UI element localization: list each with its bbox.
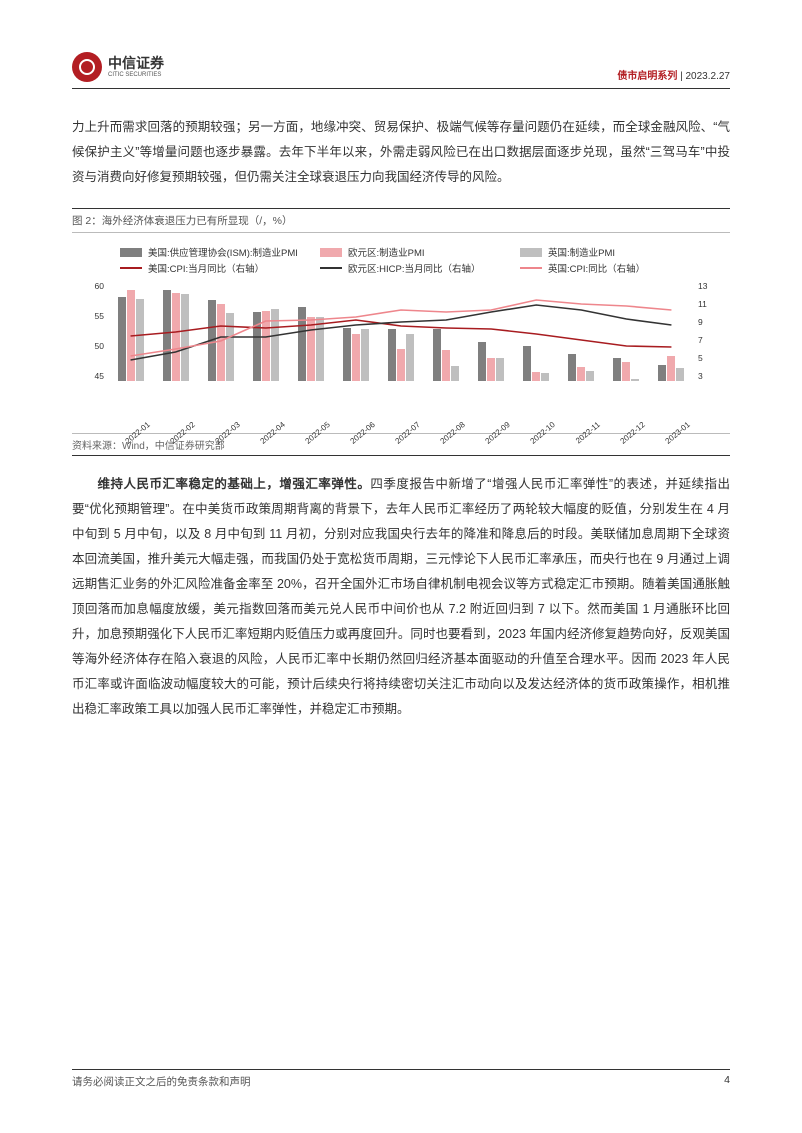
footer-disclaimer: 请务必阅读正文之后的免责条款和声明 [72, 1074, 251, 1089]
chart-canvas: 美国:供应管理协会(ISM):制造业PMI 欧元区:制造业PMI 英国:制造业PMI… [72, 233, 730, 433]
legend-item: 美国:CPI:当月同比（右轴） [120, 261, 300, 275]
y-axis-left: 60555045 [86, 281, 104, 381]
report-date: 2023.2.27 [686, 71, 731, 82]
page-footer: 请务必阅读正文之后的免责条款和声明 4 [72, 1069, 730, 1089]
y-axis-right: 13119753 [698, 281, 716, 381]
plot-area: 60555045 13119753 2022-012022-022022-032… [108, 281, 694, 401]
figure-title: 图 2：海外经济体衰退压力已有所显现（/，%） [72, 208, 730, 233]
figure-2: 图 2：海外经济体衰退压力已有所显现（/，%） 美国:供应管理协会(ISM):制… [72, 208, 730, 456]
company-logo: 中信证券 CITIC SECURITIES [72, 52, 164, 82]
lines-layer [108, 281, 694, 381]
paragraph-1: 力上升而需求回落的预期较强；另一方面，地缘冲突、贸易保护、极端气候等存量问题仍在… [72, 115, 730, 190]
header-meta: 债市启明系列 | 2023.2.27 [617, 67, 730, 82]
report-series: 债市启明系列 [617, 71, 677, 82]
paragraph-2-lead: 维持人民币汇率稳定的基础上，增强汇率弹性。 [97, 477, 370, 491]
company-name-en: CITIC SECURITIES [108, 72, 164, 78]
legend-item: 英国:CPI:同比（右轴） [520, 261, 700, 275]
legend-item: 英国:制造业PMI [520, 245, 700, 259]
chart-legend: 美国:供应管理协会(ISM):制造业PMI 欧元区:制造业PMI 英国:制造业PMI… [80, 243, 722, 281]
company-name-cn: 中信证券 [108, 56, 164, 70]
paragraph-2: 维持人民币汇率稳定的基础上，增强汇率弹性。四季度报告中新增了“增强人民币汇率弹性… [72, 472, 730, 722]
legend-item: 美国:供应管理协会(ISM):制造业PMI [120, 245, 300, 259]
x-axis-labels: 2022-012022-022022-032022-042022-052022-… [108, 420, 694, 429]
legend-item: 欧元区:HICP:当月同比（右轴） [320, 261, 500, 275]
legend-item: 欧元区:制造业PMI [320, 245, 500, 259]
page-header: 中信证券 CITIC SECURITIES 债市启明系列 | 2023.2.27 [72, 52, 730, 89]
logo-mark [72, 52, 102, 82]
paragraph-2-body: 四季度报告中新增了“增强人民币汇率弹性”的表述，并延续指出要“优化预期管理”。在… [72, 477, 730, 716]
footer-page-number: 4 [724, 1074, 730, 1089]
